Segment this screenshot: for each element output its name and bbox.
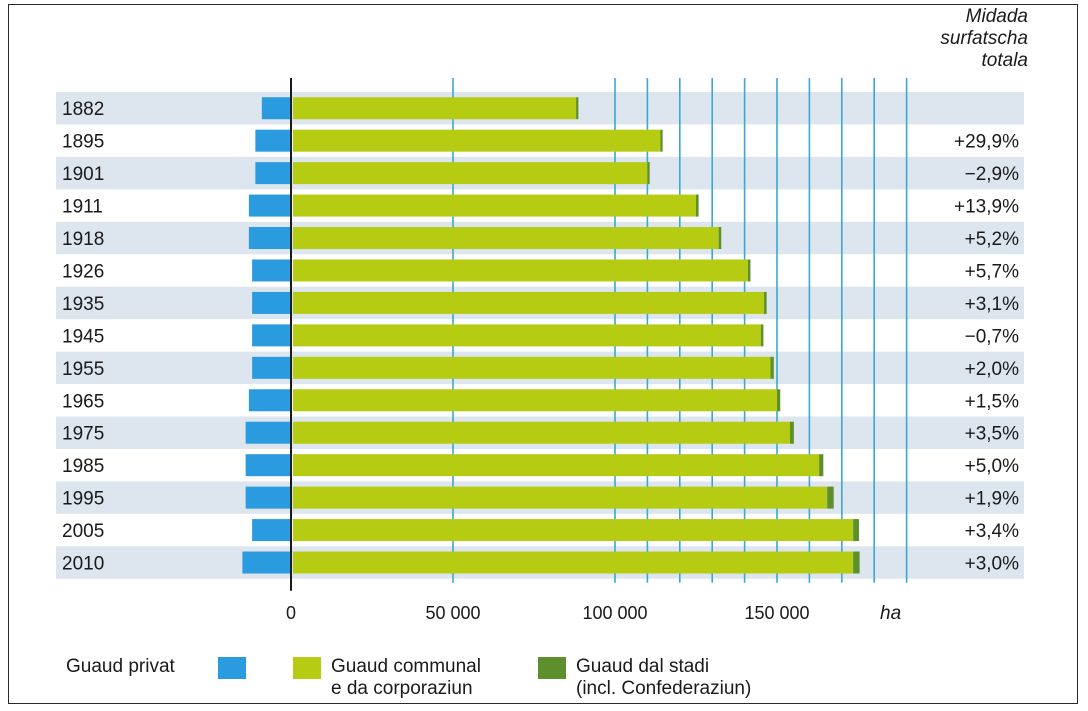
change-label: −2,9% xyxy=(965,164,1020,185)
year-label: 1995 xyxy=(62,489,104,510)
bar-communal xyxy=(293,389,777,412)
year-label: 1955 xyxy=(62,359,104,380)
year-label: 1935 xyxy=(62,294,104,315)
year-label: 1965 xyxy=(62,391,104,412)
bar-communal xyxy=(293,291,765,314)
bar-communal xyxy=(293,97,577,120)
year-label: 2005 xyxy=(62,521,104,542)
legend-communal-line-1: Guaud communal xyxy=(331,656,481,677)
change-label: +3,0% xyxy=(965,554,1020,575)
bar-private xyxy=(245,486,291,509)
bar-private xyxy=(252,259,291,282)
x-tick-label: 0 xyxy=(286,603,296,623)
bar-communal xyxy=(293,162,648,185)
bar-state xyxy=(764,291,767,314)
change-label: +13,9% xyxy=(954,197,1019,218)
bar-state xyxy=(827,486,834,509)
column-title-line-3: totala xyxy=(981,50,1028,71)
change-label: +2,0% xyxy=(965,359,1020,380)
bar-private xyxy=(255,129,291,152)
legend-private-swatch xyxy=(218,657,246,679)
bar-private xyxy=(261,97,291,120)
legend-communal-swatch xyxy=(293,657,321,679)
bar-private xyxy=(248,227,291,250)
bar-state xyxy=(853,551,860,574)
bar-private xyxy=(248,194,291,217)
bar-state xyxy=(853,519,859,542)
bar-communal xyxy=(293,227,719,250)
change-label: +3,1% xyxy=(965,294,1020,315)
column-title: Midada surfatscha totala xyxy=(888,6,1028,72)
bar-private xyxy=(245,421,291,444)
bar-private xyxy=(248,389,291,412)
change-label: −0,7% xyxy=(965,326,1020,347)
year-label: 1945 xyxy=(62,326,104,347)
year-label: 2010 xyxy=(62,554,104,575)
change-label: +5,2% xyxy=(965,229,1020,250)
year-label: 1985 xyxy=(62,456,104,477)
year-label: 1911 xyxy=(62,197,103,218)
bar-state xyxy=(696,194,699,217)
x-tick-label: 50 000 xyxy=(425,603,480,623)
bar-state xyxy=(660,129,663,152)
bar-private xyxy=(252,519,291,542)
bar-communal xyxy=(293,324,761,347)
bar-state xyxy=(747,259,751,282)
legend-state-line-2: (incl. Confederaziun) xyxy=(576,678,752,699)
bar-private xyxy=(252,324,291,347)
year-label: 1882 xyxy=(62,99,104,120)
bar-state xyxy=(789,421,794,444)
column-title-line-2: surfatscha xyxy=(940,28,1028,49)
bar-communal xyxy=(293,421,790,444)
bar-state xyxy=(760,324,764,347)
change-label: +3,5% xyxy=(965,424,1020,445)
change-label: +1,5% xyxy=(965,391,1020,412)
legend-state-swatch xyxy=(538,657,566,679)
year-label: 1975 xyxy=(62,424,104,445)
bar-state xyxy=(777,389,781,412)
legend-communal-label: Guaud communal e da corporaziun xyxy=(331,656,481,700)
bar-communal xyxy=(293,519,854,542)
bar-communal xyxy=(293,551,854,574)
bar-communal xyxy=(293,356,771,379)
bar-private xyxy=(252,291,291,314)
bar-state xyxy=(647,162,650,185)
legend-state-line-1: Guaud dal stadi xyxy=(576,656,710,677)
year-label: 1895 xyxy=(62,132,104,153)
column-title-line-1: Midada xyxy=(965,6,1028,27)
change-label: +5,0% xyxy=(965,456,1020,477)
legend-private-label: Guaud privat xyxy=(66,656,175,677)
bar-communal xyxy=(293,259,748,282)
bar-communal xyxy=(293,486,828,509)
bar-communal xyxy=(293,194,696,217)
bar-private xyxy=(242,551,291,574)
change-label: +29,9% xyxy=(954,132,1019,153)
bar-state xyxy=(819,454,824,477)
bar-private xyxy=(252,356,291,379)
legend-state-label: Guaud dal stadi (incl. Confederaziun) xyxy=(576,656,751,700)
year-label: 1918 xyxy=(62,229,104,250)
bar-private xyxy=(245,454,291,477)
bar-state xyxy=(770,356,774,379)
change-label: +1,9% xyxy=(965,489,1020,510)
x-tick-label: 150 000 xyxy=(744,603,809,623)
bar-communal xyxy=(293,454,820,477)
year-label: 1901 xyxy=(62,164,104,185)
year-label: 1926 xyxy=(62,261,104,282)
x-tick-label: 100 000 xyxy=(582,603,647,623)
change-label: +5,7% xyxy=(965,261,1020,282)
bar-communal xyxy=(293,129,661,152)
bar-private xyxy=(255,162,291,185)
change-label: +3,4% xyxy=(965,521,1020,542)
bar-state xyxy=(718,227,722,250)
unit-label: ha xyxy=(880,603,902,624)
bar-state xyxy=(576,97,579,120)
legend-communal-line-2: e da corporaziun xyxy=(331,678,473,699)
